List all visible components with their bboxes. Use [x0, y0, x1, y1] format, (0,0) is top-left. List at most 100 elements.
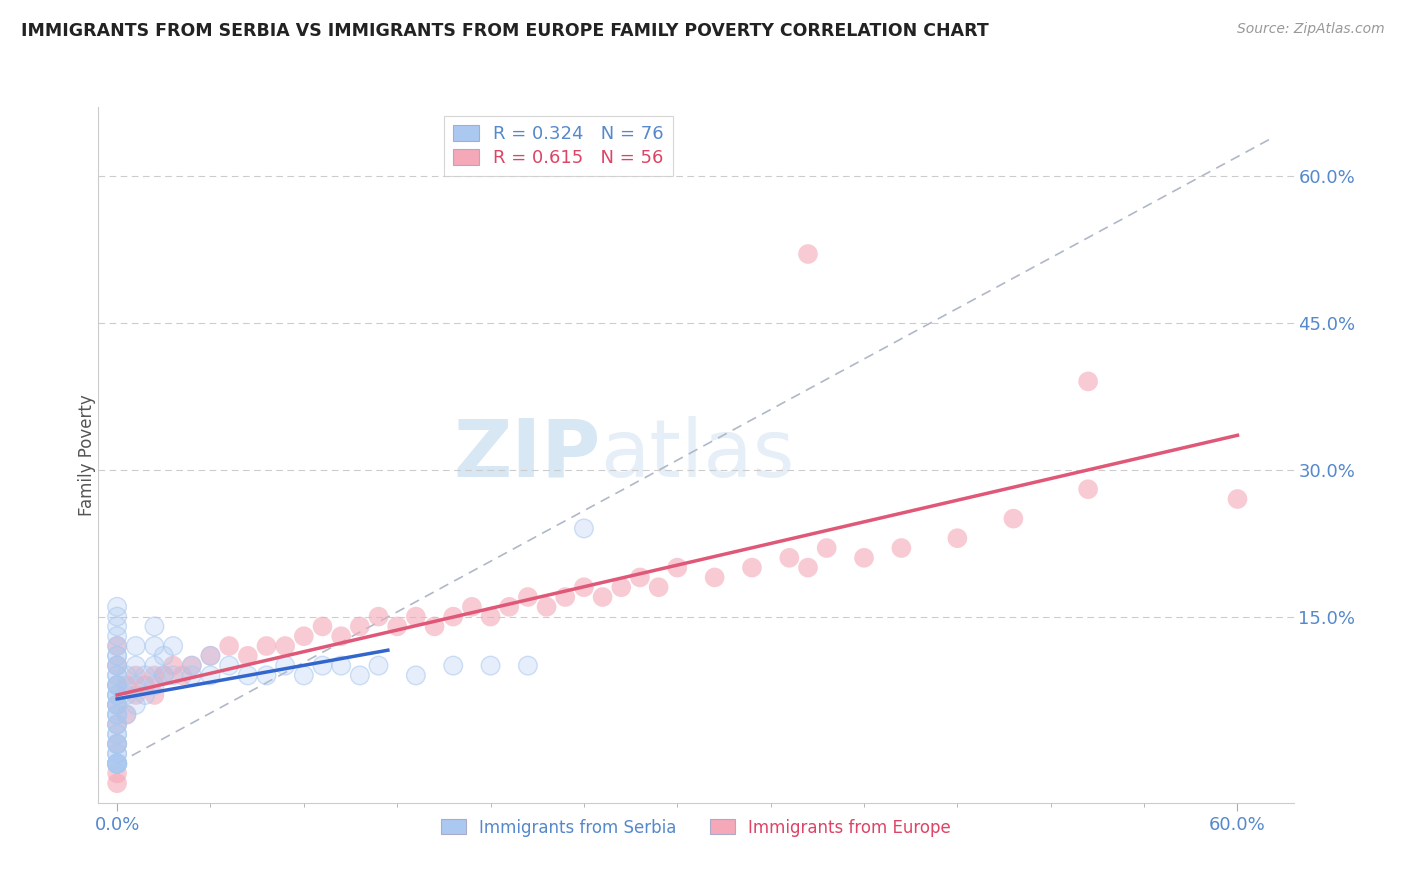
Point [115, 707, 138, 722]
Point [105, 678, 128, 692]
Point [152, 668, 174, 682]
Point [218, 658, 240, 673]
Point [105, 737, 128, 751]
Point [105, 776, 128, 790]
Point [330, 629, 353, 643]
Point [162, 668, 184, 682]
Point [105, 727, 128, 741]
Point [105, 678, 128, 692]
Point [143, 658, 166, 673]
Point [105, 658, 128, 673]
Point [105, 737, 128, 751]
Point [610, 580, 633, 594]
Point [115, 707, 138, 722]
Point [105, 698, 128, 712]
Point [105, 678, 128, 692]
Point [367, 658, 389, 673]
Point [105, 599, 128, 614]
Point [105, 717, 128, 731]
Point [162, 639, 184, 653]
Point [105, 756, 128, 771]
Point [311, 658, 333, 673]
Point [105, 648, 128, 663]
Point [105, 717, 128, 731]
Point [200, 648, 222, 663]
Point [200, 648, 222, 663]
Point [423, 619, 446, 633]
Point [274, 639, 297, 653]
Point [152, 648, 174, 663]
Point [105, 658, 128, 673]
Point [105, 756, 128, 771]
Point [105, 756, 128, 771]
Point [105, 756, 128, 771]
Point [349, 668, 371, 682]
Point [125, 639, 148, 653]
Point [152, 648, 174, 663]
Point [105, 727, 128, 741]
Point [105, 707, 128, 722]
Point [405, 668, 427, 682]
Point [536, 599, 558, 614]
Point [236, 668, 259, 682]
Point [516, 658, 538, 673]
Point [274, 658, 297, 673]
Point [200, 668, 222, 682]
Point [256, 668, 278, 682]
Point [105, 599, 128, 614]
Point [134, 688, 156, 702]
Point [143, 678, 166, 692]
Point [115, 688, 138, 702]
Point [105, 658, 128, 673]
Point [105, 717, 128, 731]
Point [105, 619, 128, 633]
Point [125, 688, 148, 702]
Point [180, 658, 202, 673]
Point [115, 668, 138, 682]
Point [152, 668, 174, 682]
Point [105, 698, 128, 712]
Point [105, 717, 128, 731]
Point [134, 668, 156, 682]
Point [405, 668, 427, 682]
Point [115, 707, 138, 722]
Point [180, 658, 202, 673]
Point [115, 688, 138, 702]
Point [479, 658, 502, 673]
Point [105, 766, 128, 780]
Point [592, 590, 614, 604]
Point [105, 688, 128, 702]
Point [105, 648, 128, 663]
Point [105, 688, 128, 702]
Point [105, 658, 128, 673]
Point [115, 678, 138, 692]
Point [946, 531, 969, 545]
Point [105, 668, 128, 682]
Point [105, 688, 128, 702]
Point [311, 619, 333, 633]
Point [441, 658, 464, 673]
Point [666, 560, 689, 574]
Point [105, 737, 128, 751]
Point [461, 599, 484, 614]
Point [105, 648, 128, 663]
Point [105, 737, 128, 751]
Point [180, 658, 202, 673]
Point [105, 678, 128, 692]
Point [134, 678, 156, 692]
Text: Source: ZipAtlas.com: Source: ZipAtlas.com [1237, 22, 1385, 37]
Point [105, 756, 128, 771]
Point [105, 698, 128, 712]
Point [105, 707, 128, 722]
Point [143, 678, 166, 692]
Point [647, 580, 669, 594]
Point [628, 570, 651, 584]
Point [105, 639, 128, 653]
Point [105, 756, 128, 771]
Point [105, 609, 128, 624]
Point [1002, 511, 1025, 525]
Point [405, 609, 427, 624]
Point [143, 639, 166, 653]
Point [105, 756, 128, 771]
Point [105, 756, 128, 771]
